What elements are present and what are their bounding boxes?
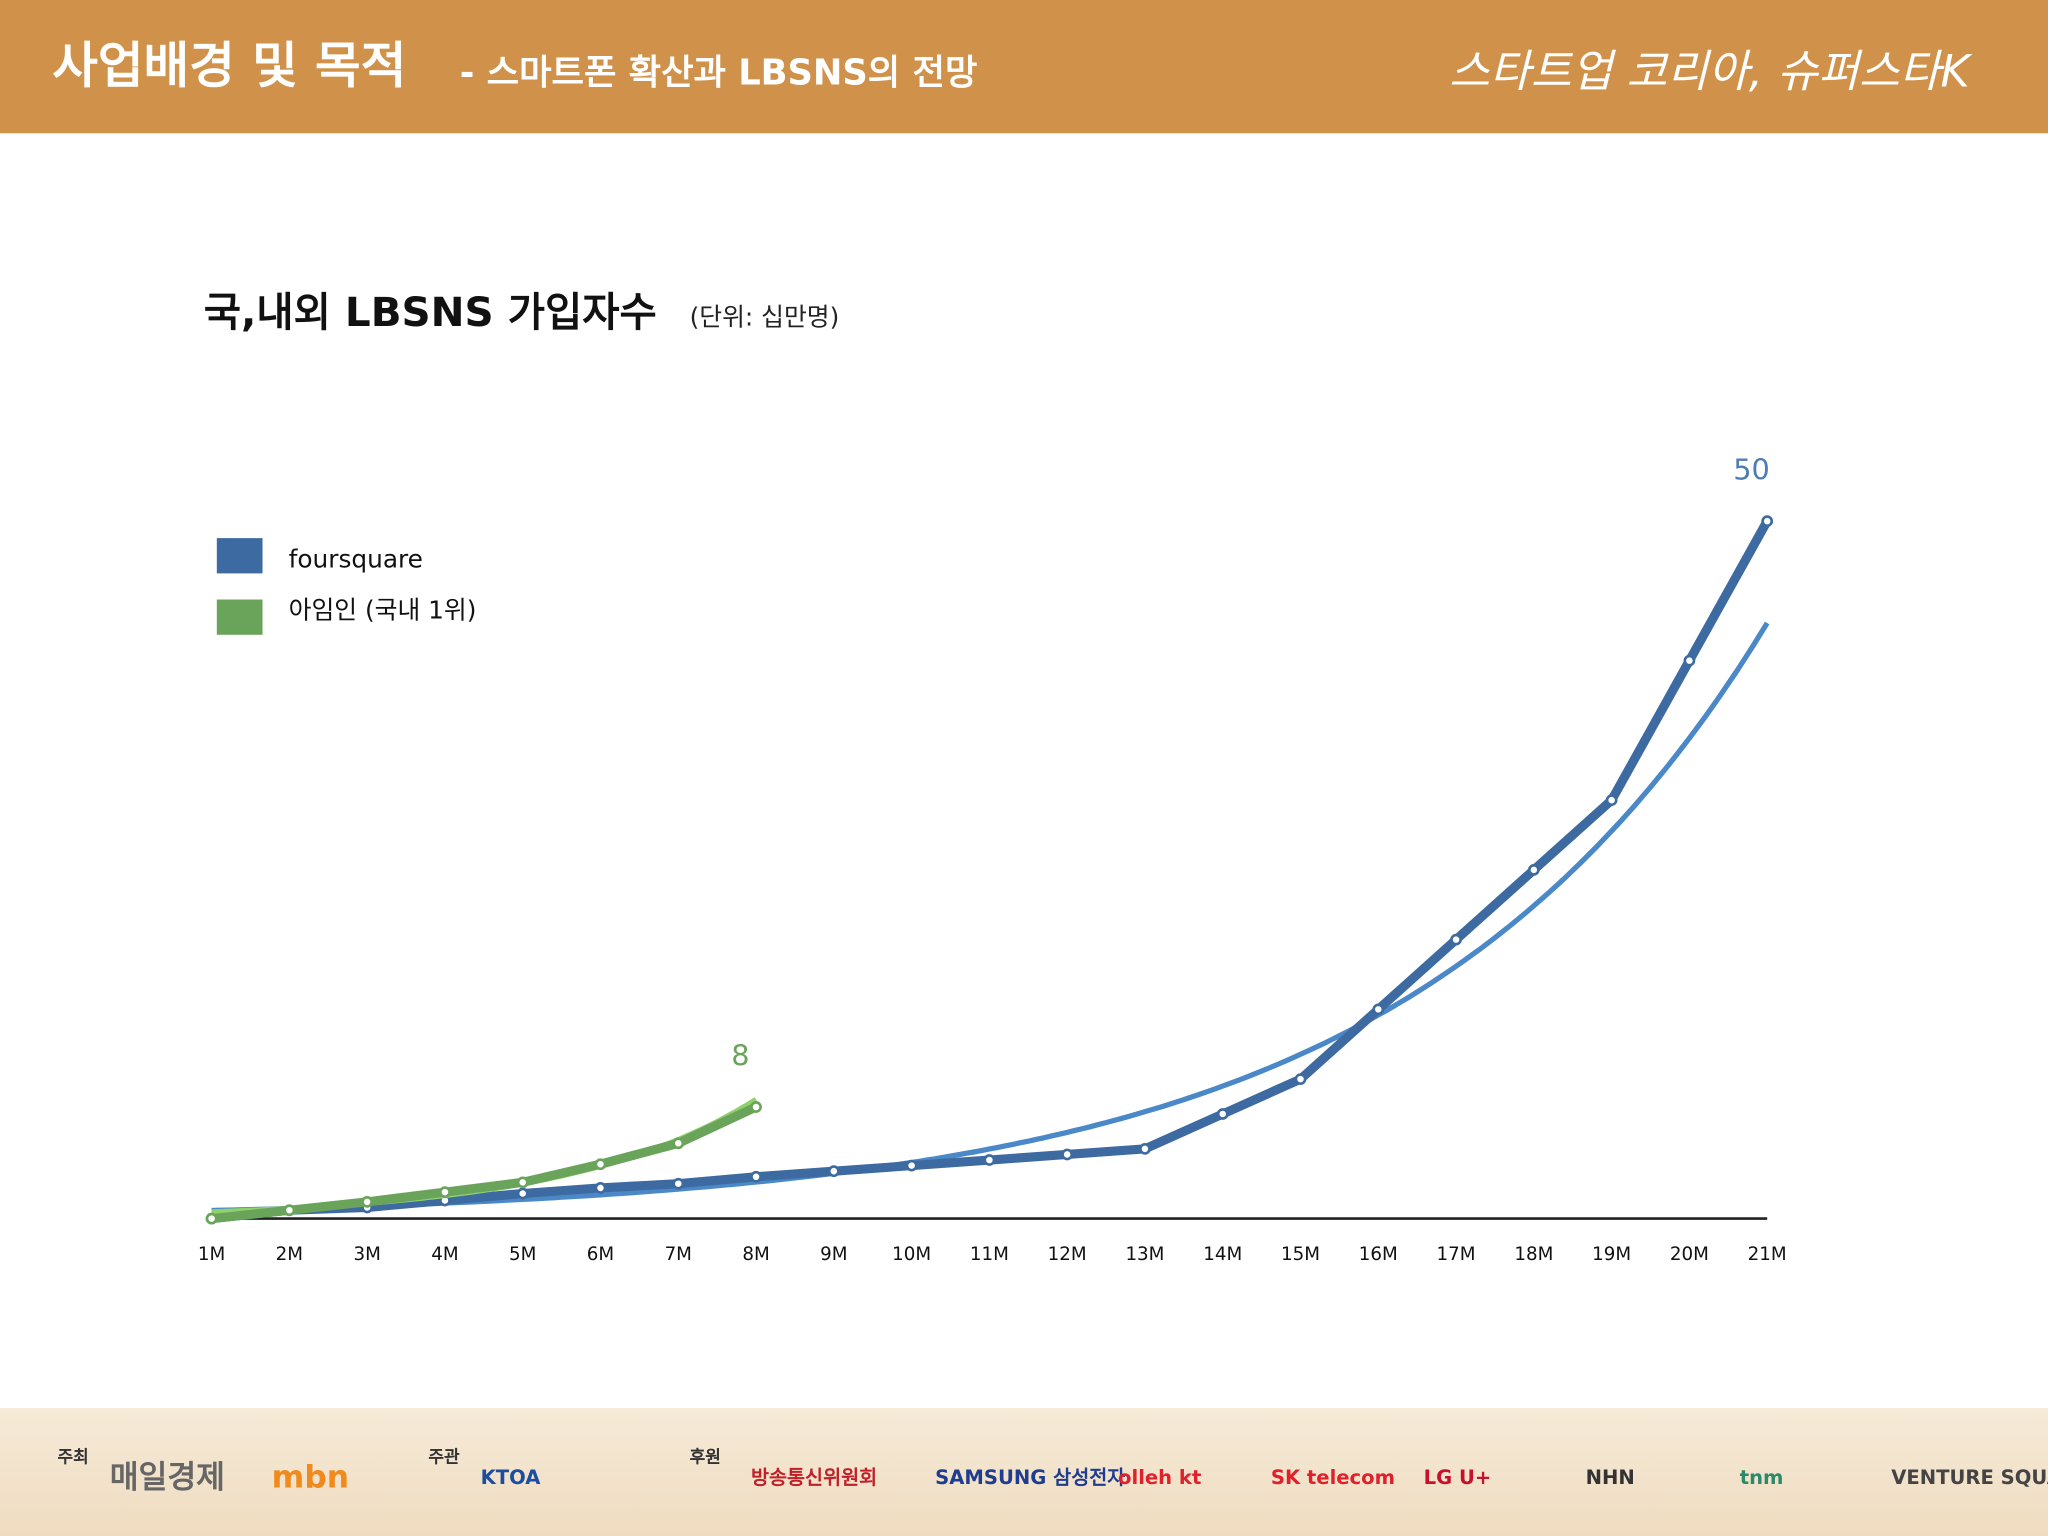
- sponsor-name: NHN: [1586, 1466, 1635, 1489]
- x-tick-label: 16M: [1359, 1244, 1398, 1265]
- footer-bar: [0, 1408, 2048, 1536]
- x-tick-label: 4M: [431, 1244, 458, 1265]
- x-tick-label: 1M: [198, 1244, 225, 1265]
- point: [672, 1137, 685, 1150]
- legend-swatch: [216, 599, 263, 635]
- sponsor-name: SAMSUNG 삼성전자: [935, 1466, 1125, 1489]
- point: [1372, 1003, 1385, 1016]
- point: [1683, 654, 1696, 667]
- x-tick-label: 7M: [665, 1244, 692, 1265]
- x-tick-label: 13M: [1125, 1244, 1164, 1265]
- point: [516, 1176, 529, 1189]
- sponsor-role: 후원: [690, 1447, 721, 1468]
- data-label: 8: [731, 1038, 749, 1072]
- point: [1527, 863, 1540, 876]
- legend-label: 아임인 (국내 1위): [289, 595, 477, 624]
- x-tick-label: 19M: [1592, 1244, 1631, 1265]
- x-tick-label: 3M: [353, 1244, 380, 1265]
- x-tick-label: 11M: [970, 1244, 1009, 1265]
- legend-swatch: [216, 538, 263, 574]
- x-tick-label: 10M: [892, 1244, 931, 1265]
- x-tick-label: 21M: [1748, 1244, 1787, 1265]
- series-line: [211, 1102, 758, 1224]
- sponsor-role: 주최: [57, 1448, 88, 1468]
- sponsor-name: tnm: [1740, 1466, 1784, 1489]
- x-tick-label: 8M: [742, 1244, 769, 1265]
- point: [905, 1159, 918, 1172]
- x-tick-label: 15M: [1281, 1244, 1320, 1265]
- point: [1761, 515, 1774, 528]
- sponsor-role: 주관: [428, 1448, 460, 1468]
- point: [1139, 1142, 1151, 1155]
- point: [750, 1101, 762, 1113]
- point: [594, 1182, 607, 1194]
- sponsor-name: olleh kt: [1118, 1466, 1201, 1489]
- point: [1216, 1108, 1229, 1120]
- x-tick-label: 20M: [1670, 1244, 1709, 1265]
- point: [1061, 1148, 1074, 1161]
- x-tick-label: 2M: [276, 1244, 303, 1265]
- trendline: [211, 621, 1770, 1214]
- sponsor-name: SK telecom: [1271, 1466, 1395, 1489]
- point: [1605, 794, 1618, 807]
- x-tick-label: 17M: [1437, 1244, 1476, 1265]
- point: [827, 1165, 840, 1178]
- brand: 스타트업 코리아, 슈퍼스타K: [1449, 46, 1974, 97]
- point: [983, 1154, 996, 1166]
- sponsor-name: mbn: [272, 1460, 349, 1496]
- point: [594, 1158, 607, 1171]
- sponsor-name: KTOA: [481, 1466, 542, 1489]
- chart-subtitle: (단위: 십만명): [690, 303, 840, 332]
- header-bar: [0, 0, 2048, 134]
- x-tick-label: 5M: [509, 1244, 536, 1265]
- point: [283, 1204, 296, 1217]
- x-tick-label: 6M: [587, 1244, 614, 1265]
- legend-label: foursquare: [289, 544, 423, 573]
- point: [205, 1212, 218, 1225]
- x-tick-label: 18M: [1514, 1244, 1553, 1265]
- header-subtitle: - 스마트폰 확산과 LBSNS의 전망: [460, 52, 978, 93]
- point: [750, 1170, 762, 1183]
- sponsor-name: VENTURE SQUARE: [1891, 1466, 2048, 1489]
- point: [1294, 1073, 1307, 1085]
- point: [516, 1187, 529, 1200]
- header-title: 사업배경 및 목적: [52, 37, 406, 95]
- data-label: 50: [1733, 453, 1770, 487]
- sponsor-name: 방송통신위원회: [751, 1466, 877, 1489]
- x-tick-label: 9M: [820, 1244, 847, 1265]
- point: [1450, 933, 1462, 946]
- point: [439, 1186, 451, 1198]
- sponsor-name: 매일경제: [110, 1460, 225, 1496]
- sponsor-name: LG U+: [1424, 1466, 1492, 1489]
- chart-title: 국,내외 LBSNS 가입자수: [204, 288, 657, 336]
- point: [361, 1195, 374, 1208]
- point: [672, 1177, 685, 1190]
- x-tick-label: 14M: [1203, 1244, 1242, 1265]
- x-tick-label: 12M: [1048, 1244, 1087, 1265]
